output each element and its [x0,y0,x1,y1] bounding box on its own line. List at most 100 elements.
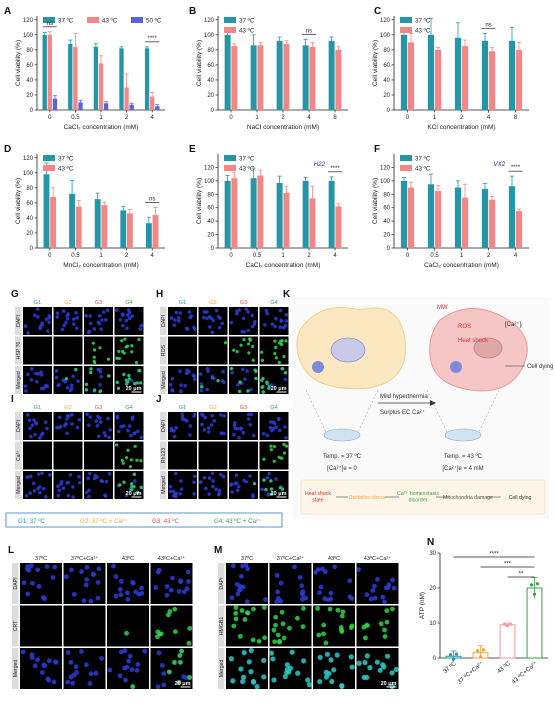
cell-spot [184,371,189,376]
cell-spot [242,337,246,342]
legend-label: 43 ºC [102,18,118,25]
y-tick-label: 20 [383,233,390,239]
nucleus [450,361,462,373]
y-tick-label: 20 [207,93,214,99]
cell-spot [292,564,297,570]
bar [75,206,82,248]
cell-spot [131,580,136,586]
x-tick-label: 4 [487,115,491,121]
cell-spot [235,426,240,431]
y-tick-label: 60 [383,63,390,69]
cell-spot [139,590,145,596]
cell-spot [129,433,133,438]
scale-bar-label: 20 μm [271,386,287,392]
cell-spot [299,590,305,595]
legend-swatch [224,17,236,23]
cell-spot [36,472,41,476]
cell-spot [172,428,176,433]
bar [499,624,516,659]
row-label: Merged [161,371,167,389]
cell-spot [381,664,387,670]
cell-spot [125,326,129,331]
cell-spot [217,488,222,493]
cell-spot [246,310,250,314]
cell-spot [126,308,131,312]
row-label-bg [160,307,167,335]
cell-spot [74,670,80,675]
cell-spot [171,489,176,494]
cell-spot [238,380,242,384]
y-tick-label: 60 [207,206,214,212]
legend-label: 37 ºC [58,18,74,25]
cell-spot [262,635,268,641]
cell-spot [201,413,205,418]
y-tick-label: 60 [26,201,33,207]
cell-spot [280,456,284,460]
x-tick-label: 0 [48,253,52,259]
y-axis-label: Cell viability (%) [15,178,22,224]
cell-spot [267,386,271,390]
legend-label: 37 ºC [239,156,255,163]
cell-spot [155,634,160,640]
cell-spot [25,564,31,569]
cell-spot [37,436,42,440]
cell-spot [334,652,340,658]
cell-spot [271,420,276,425]
cell-spot [135,458,139,462]
cell-spot [374,659,380,665]
cell-spot [63,574,69,580]
cell-spot [79,649,84,654]
row-label: Merged [16,371,22,389]
cell-line-annotation: H22 [314,161,326,168]
cell-spot [179,487,184,491]
panel-label: L [8,545,14,556]
cell-spot [382,627,387,633]
cell-spot [133,589,139,595]
y-tick-label: 80 [207,192,214,198]
cell-spot [120,339,124,343]
cell-spot [277,341,282,345]
cell-spot [55,425,59,430]
y-axis-label: Cell viability (%) [196,178,203,224]
cell-spot [106,357,111,361]
row-label-bg [15,441,22,470]
cell-spot [277,639,282,645]
cell-spot [283,377,288,382]
cell-spot [139,435,144,440]
cell-spot [187,310,192,314]
panel-label: G [11,289,19,300]
micrograph-tile [356,648,399,689]
cell-spot [96,320,101,325]
cell-spot [137,337,141,342]
flow-step: Cell dying [509,495,532,501]
cell-spot [368,596,374,602]
cell-spot [130,350,134,354]
cell-spot [265,433,270,438]
cell-spot [183,383,187,388]
cell-spot [56,493,61,498]
y-tick-label: 40 [383,219,390,225]
cell-spot [339,613,345,619]
panel-m: M 37ºC 37ºC+Ca²⁺ 43ºC 43ºC+Ca²⁺ DAPI HMGB1 Merg… [214,545,399,690]
cell-spot [46,658,52,664]
cell-spot [168,484,173,489]
y-tick-label: 100 [380,33,391,39]
cell-spot [130,344,134,348]
column-label: G1 [179,405,186,411]
cell-spot [122,648,128,654]
cell-spot [287,625,292,631]
cell-spot [164,584,170,590]
cell-spot [155,629,161,635]
row-label: DAPI [16,420,22,432]
cell-spot [96,566,102,572]
flow-step: Heat shock state [305,491,331,504]
group-legend-item: G1: 37 ºC [18,518,46,525]
cell-spot [199,388,204,393]
legend-swatch [131,17,143,23]
cell-spot [367,665,373,671]
cell-spot [386,582,392,587]
bar [302,180,309,248]
cell-spot [390,577,395,583]
cell-spot [87,471,92,476]
